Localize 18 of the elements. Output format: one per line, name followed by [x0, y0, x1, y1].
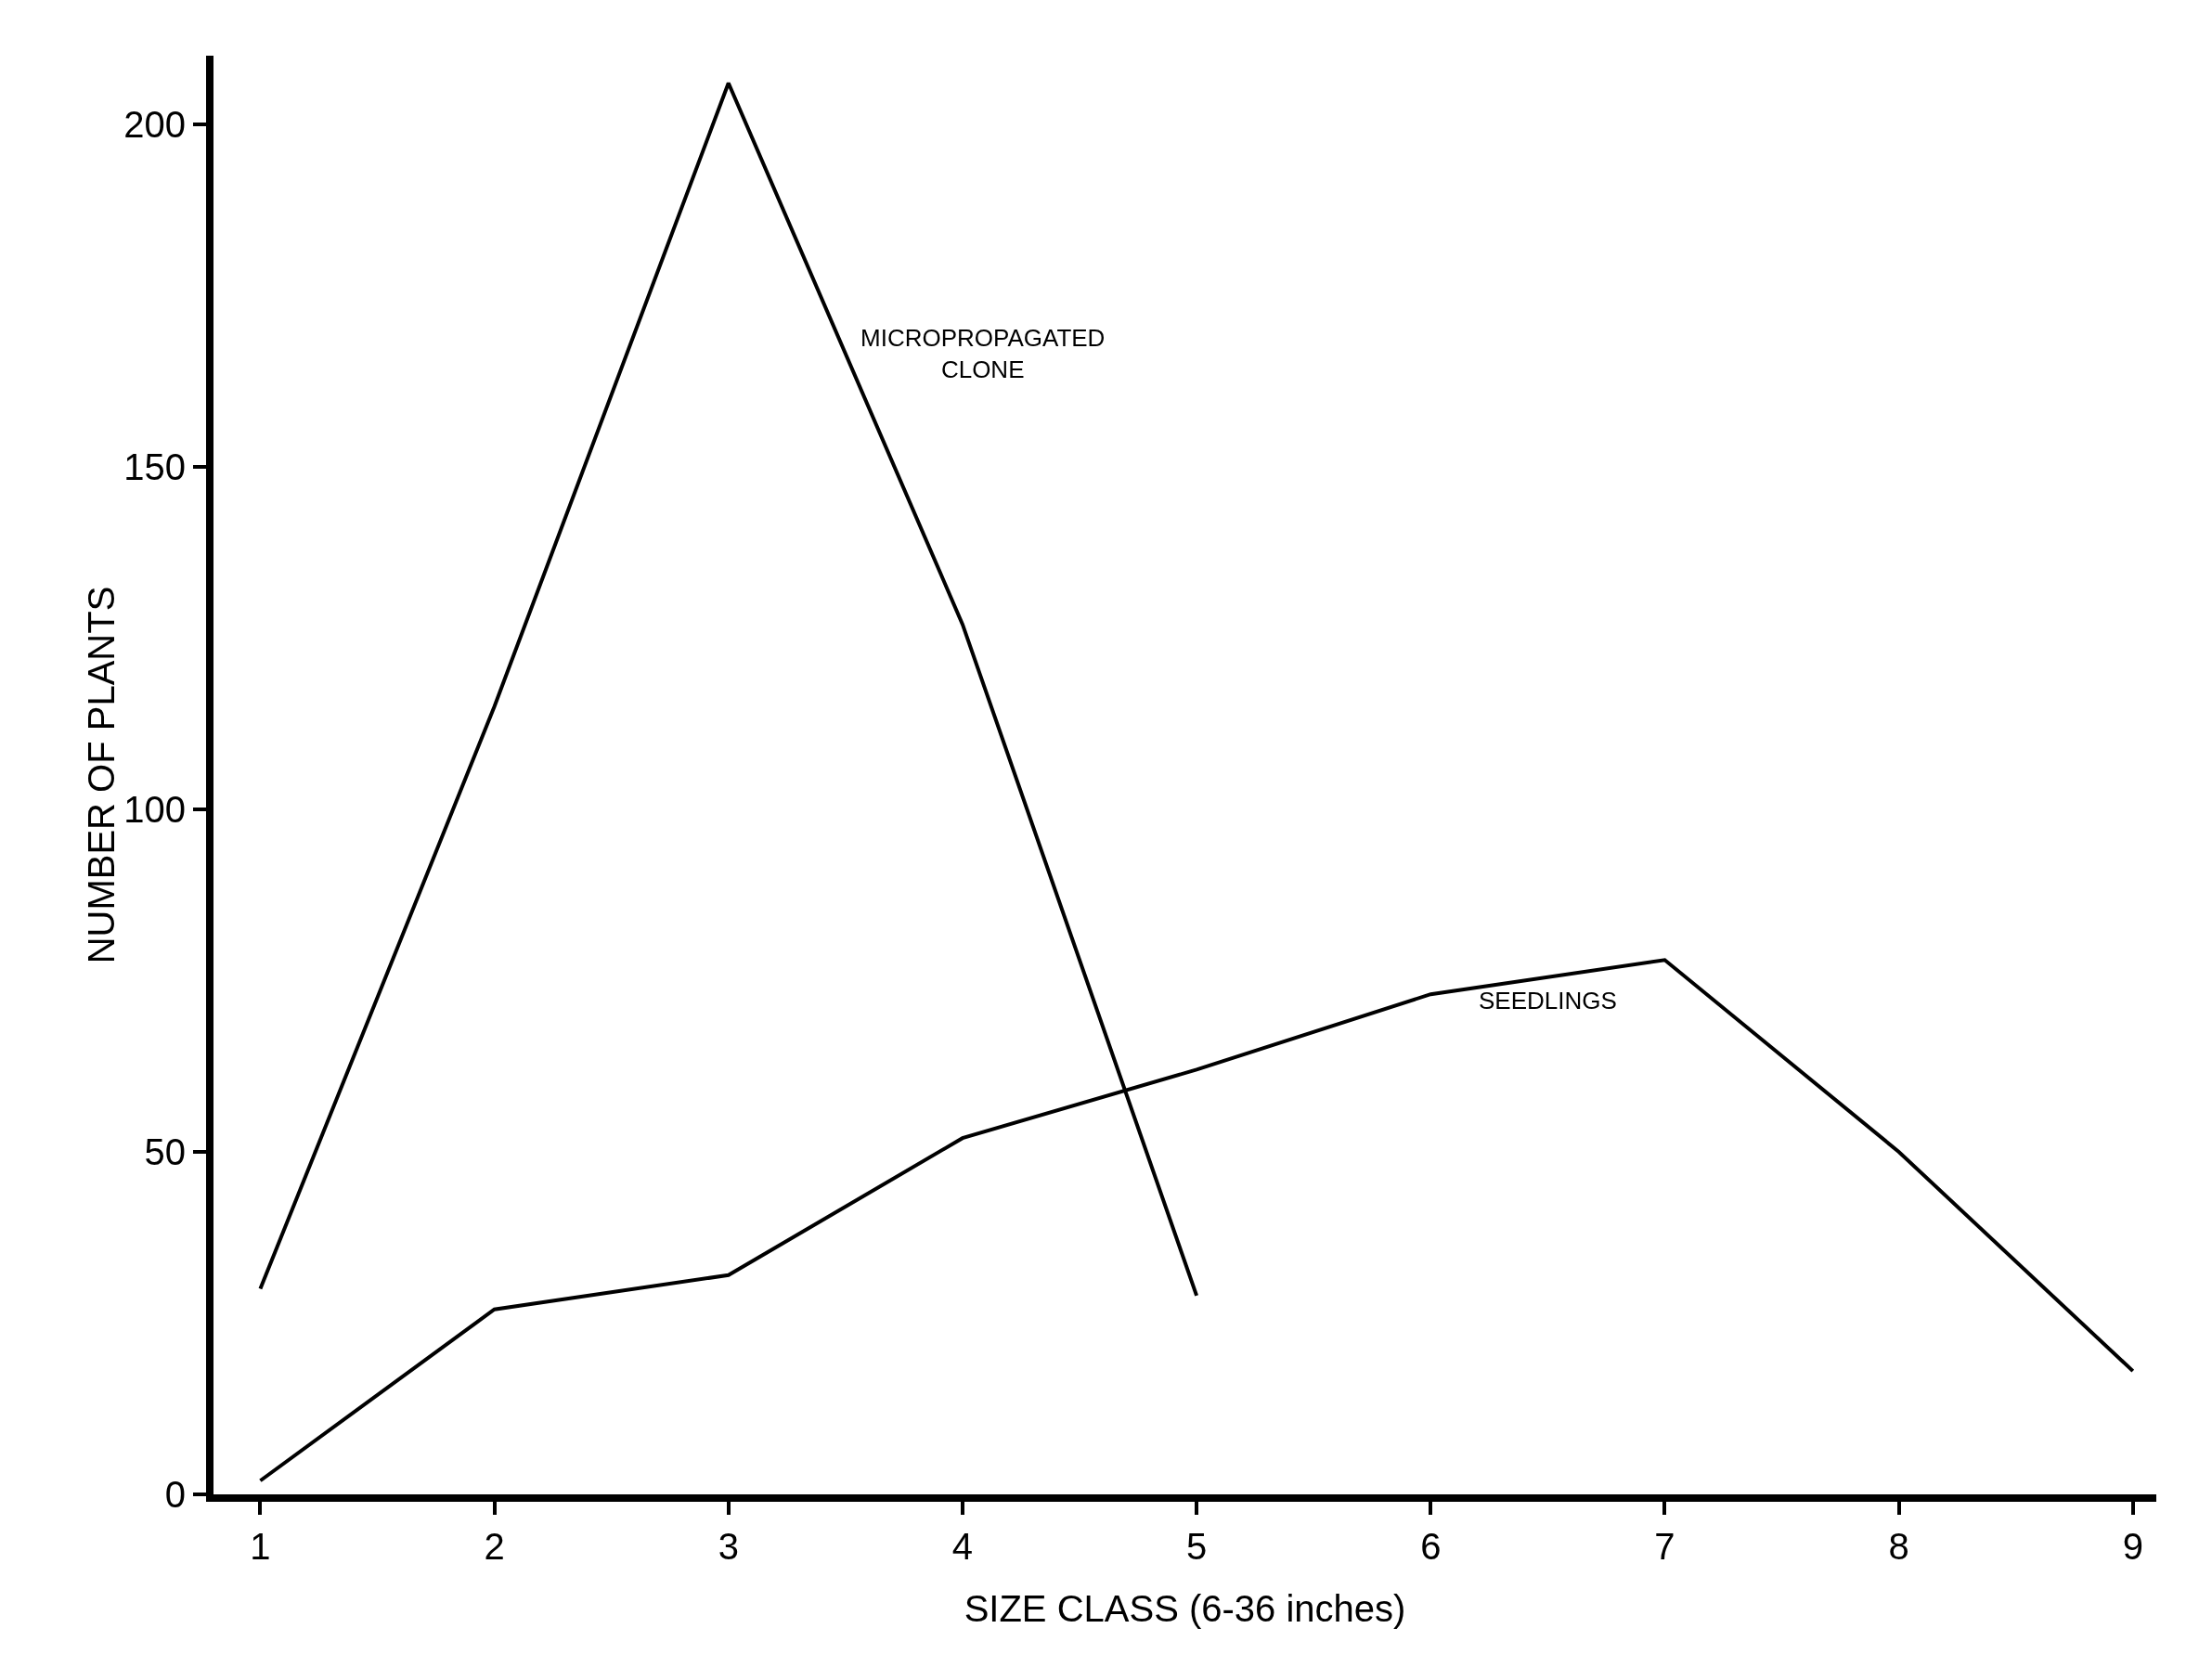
- x-tick-label: 1: [250, 1526, 271, 1567]
- series-label: SEEDLINGS: [1479, 987, 1617, 1014]
- x-tick-label: 5: [1185, 1526, 1208, 1567]
- x-tick-label: 9: [2122, 1526, 2143, 1567]
- x-tick-label: 4: [951, 1526, 974, 1567]
- x-tick-label: 8: [1888, 1526, 1909, 1567]
- y-tick-label: 0: [164, 1474, 186, 1515]
- x-tick-label: 6: [1420, 1526, 1442, 1567]
- x-tick-label: 2: [484, 1526, 505, 1567]
- x-tick-label: 7: [1654, 1526, 1675, 1567]
- y-axis-title: NUMBER OF PLANTS: [81, 586, 123, 964]
- y-tick-label: 150: [123, 446, 186, 487]
- series-label: MICROPROPAGATED CLONE: [860, 324, 1106, 383]
- x-tick-label: 3: [718, 1526, 739, 1567]
- y-tick-label: 200: [123, 103, 186, 145]
- x-axis-title: SIZE CLASS (6-36 inches): [964, 1588, 1406, 1629]
- y-tick-label: 50: [144, 1131, 186, 1172]
- y-tick-label: 100: [123, 788, 186, 830]
